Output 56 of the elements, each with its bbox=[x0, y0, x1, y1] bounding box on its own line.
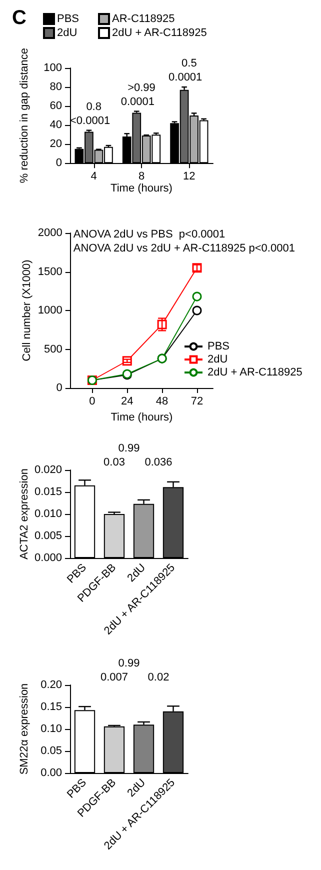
legend-label: AR-C118925 bbox=[112, 13, 175, 25]
y-tick-label: 0 bbox=[56, 382, 62, 394]
x-tick-label: 8 bbox=[138, 170, 145, 183]
y-tick-label: 0.015 bbox=[34, 486, 62, 498]
annotation: ANOVA 2dU vs PBS p<0.0001 bbox=[73, 228, 226, 240]
text: 0.007 bbox=[100, 672, 128, 684]
annotation: 0.8 bbox=[86, 100, 102, 113]
y-axis-title: SM22α expression bbox=[18, 683, 30, 775]
x-axis-title: Time (hours) bbox=[110, 182, 172, 195]
text: 0.99 bbox=[118, 442, 140, 454]
y-tick-label: 1500 bbox=[38, 266, 62, 278]
y-tick-label: 0.15 bbox=[40, 701, 62, 713]
legend-label: 2dU + AR-C118925 bbox=[208, 366, 302, 378]
y-tick-label: 20 bbox=[50, 138, 62, 150]
y-axis-title: ACTA2 expression bbox=[18, 468, 30, 560]
text: 0.03 bbox=[104, 456, 125, 468]
annotation: ANOVA 2dU vs 2dU + AR-C118925 p<0.0001 bbox=[73, 242, 295, 254]
y-tick-label: 0.020 bbox=[34, 464, 62, 476]
legend-label: 2dU bbox=[57, 27, 78, 39]
x-tick-label: 72 bbox=[190, 396, 204, 408]
y-axis-title: % reduction in gap distance bbox=[18, 48, 30, 184]
text: C bbox=[12, 7, 26, 29]
y-tick-label: 0.20 bbox=[40, 679, 62, 691]
y-tick-label: 80 bbox=[50, 81, 62, 94]
text: 0.99 bbox=[118, 658, 140, 670]
annotation: 0.5 bbox=[182, 58, 197, 70]
x-tick-label: 12 bbox=[183, 170, 196, 183]
x-tick-label: 0 bbox=[89, 396, 96, 408]
text: 0.036 bbox=[144, 456, 172, 468]
y-tick-label: 1000 bbox=[38, 304, 62, 316]
y-tick-label: 2000 bbox=[38, 227, 62, 239]
y-tick-label: 60 bbox=[50, 100, 62, 112]
annotation: >0.99 bbox=[128, 82, 156, 94]
y-tick-label: 0.10 bbox=[40, 723, 62, 735]
legend-label: 2dU bbox=[208, 354, 228, 366]
y-tick-label: 0.005 bbox=[34, 530, 62, 542]
x-tick-label: 24 bbox=[121, 396, 134, 408]
y-tick-label: 40 bbox=[50, 119, 62, 132]
annotation: <0.0001 bbox=[70, 114, 110, 127]
text: 0.02 bbox=[148, 672, 170, 684]
y-tick-label: 500 bbox=[44, 343, 62, 356]
y-tick-label: 0.000 bbox=[34, 552, 62, 564]
y-tick-label: 0.00 bbox=[40, 767, 62, 779]
x-tick-label: 48 bbox=[156, 396, 168, 408]
x-axis-title: Time (hours) bbox=[110, 411, 173, 424]
y-tick-label: 0.010 bbox=[34, 508, 62, 520]
x-tick-label: 4 bbox=[90, 170, 97, 183]
legend-label: PBS bbox=[57, 13, 80, 25]
annotation: 0.0001 bbox=[120, 96, 155, 108]
annotation: 0.0001 bbox=[168, 72, 202, 84]
y-tick-label: 0 bbox=[56, 157, 62, 170]
y-tick-label: 0.05 bbox=[40, 745, 62, 757]
y-tick-label: 100 bbox=[44, 62, 62, 74]
y-axis-title: Cell number (X1000) bbox=[20, 260, 33, 362]
legend-label: 2dU + AR-C118925 bbox=[112, 27, 207, 39]
legend-label: PBS bbox=[208, 340, 230, 352]
